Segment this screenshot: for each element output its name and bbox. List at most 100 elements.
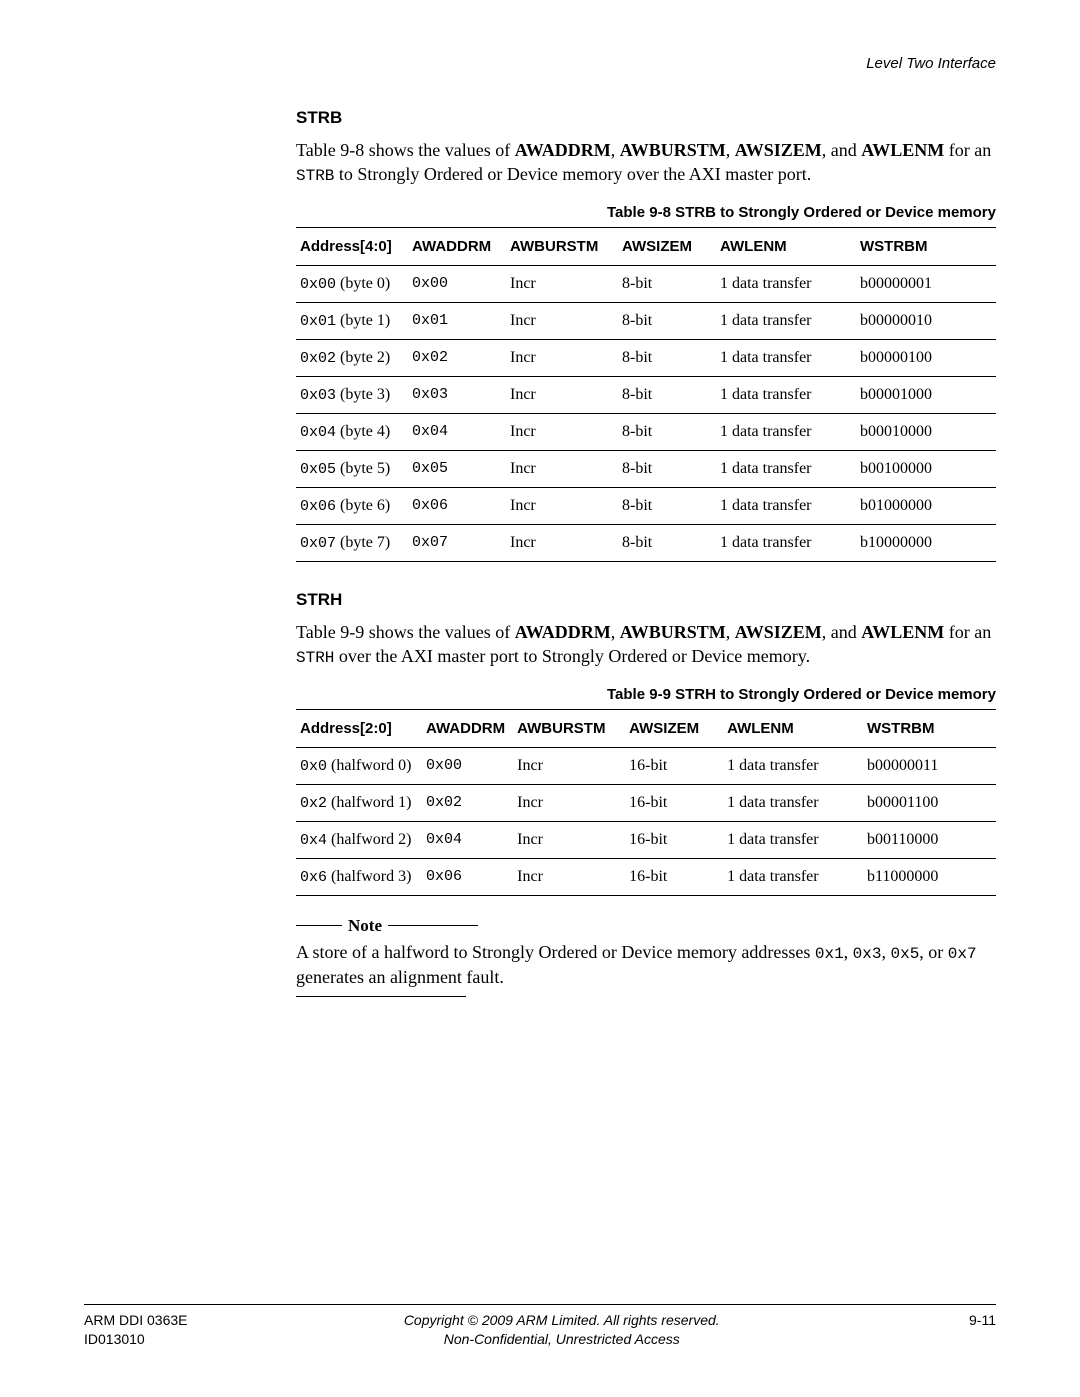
table-row: 0x6 (halfword 3)0x06Incr16-bit1 data tra… [296, 858, 996, 895]
strb-bold-0: AWADDRM [515, 140, 611, 160]
strh-para-mid: for an [944, 622, 991, 642]
footer-right: 9-11 [936, 1311, 996, 1330]
table-row: 0x07 (byte 7)0x07Incr8-bit1 data transfe… [296, 524, 996, 561]
strb-table-caption: Table 9-8 STRB to Strongly Ordered or De… [296, 204, 996, 221]
strh-row3-address: 0x6 (halfword 3) [296, 858, 422, 895]
table-row: 0x05 (byte 5)0x05Incr8-bit1 data transfe… [296, 450, 996, 487]
strh-row0-awburstm: Incr [513, 747, 625, 784]
strb-row7-wstrbm: b10000000 [856, 524, 996, 561]
strb-row6-awaddrm: 0x06 [408, 487, 506, 524]
strb-row4-awlenm: 1 data transfer [716, 413, 856, 450]
strh-col-0: Address[2:0] [296, 709, 422, 747]
table-row: 0x04 (byte 4)0x04Incr8-bit1 data transfe… [296, 413, 996, 450]
strb-row2-awsizem: 8-bit [618, 339, 716, 376]
strb-row7-awburstm: Incr [506, 524, 618, 561]
strh-row0-wstrbm: b00000011 [863, 747, 996, 784]
strh-row1-awsizem: 16-bit [625, 784, 723, 821]
table-row: 0x02 (byte 2)0x02Incr8-bit1 data transfe… [296, 339, 996, 376]
strh-row3-awlenm: 1 data transfer [723, 858, 863, 895]
strh-row3-awsizem: 16-bit [625, 858, 723, 895]
note-addr-2: 0x5 [890, 945, 919, 963]
strb-row5-wstrbm: b00100000 [856, 450, 996, 487]
page: Level Two Interface STRB Table 9-8 shows… [0, 0, 1080, 1397]
strh-row3-awburstm: Incr [513, 858, 625, 895]
strb-col-3: AWSIZEM [618, 227, 716, 265]
strh-row2-wstrbm: b00110000 [863, 821, 996, 858]
table-row: 0x0 (halfword 0)0x00Incr16-bit1 data tra… [296, 747, 996, 784]
strb-row1-awaddrm: 0x01 [408, 302, 506, 339]
table-row: 0x2 (halfword 1)0x02Incr16-bit1 data tra… [296, 784, 996, 821]
strh-col-2: AWBURSTM [513, 709, 625, 747]
strb-row6-address: 0x06 (byte 6) [296, 487, 408, 524]
strh-bold-1: AWBURSTM [620, 622, 726, 642]
strb-join-0: , [611, 140, 620, 160]
strb-bold-3: AWLENM [861, 140, 944, 160]
header-section-title: Level Two Interface [84, 55, 996, 72]
note-header: Note [296, 916, 996, 936]
strb-row0-awburstm: Incr [506, 265, 618, 302]
strb-row3-wstrbm: b00001000 [856, 376, 996, 413]
note-rule-bottom [296, 996, 466, 997]
table-row: 0x4 (halfword 2)0x04Incr16-bit1 data tra… [296, 821, 996, 858]
strh-para-code: STRH [296, 649, 334, 667]
strb-row1-awsizem: 8-bit [618, 302, 716, 339]
footer-center-line2: Non-Confidential, Unrestricted Access [187, 1330, 936, 1349]
table-row: 0x03 (byte 3)0x03Incr8-bit1 data transfe… [296, 376, 996, 413]
strb-row2-awburstm: Incr [506, 339, 618, 376]
strb-paragraph: Table 9-8 shows the values of AWADDRM, A… [296, 138, 996, 188]
strh-row1-awlenm: 1 data transfer [723, 784, 863, 821]
note-addr-0: 0x1 [815, 945, 844, 963]
strh-para-suffix: over the AXI master port to Strongly Ord… [334, 646, 810, 666]
footer-left: ARM DDI 0363E ID013010 [84, 1311, 187, 1349]
strh-row2-address: 0x4 (halfword 2) [296, 821, 422, 858]
strb-row3-awburstm: Incr [506, 376, 618, 413]
strb-row1-address: 0x01 (byte 1) [296, 302, 408, 339]
strb-row0-awaddrm: 0x00 [408, 265, 506, 302]
strb-row5-awsizem: 8-bit [618, 450, 716, 487]
strh-table: Address[2:0]AWADDRMAWBURSTMAWSIZEMAWLENM… [296, 709, 996, 896]
strb-row5-address: 0x05 (byte 5) [296, 450, 408, 487]
strb-row6-awsizem: 8-bit [618, 487, 716, 524]
strh-col-4: AWLENM [723, 709, 863, 747]
footer-left-line2: ID013010 [84, 1330, 187, 1349]
note-label: Note [342, 916, 388, 936]
strb-bold-1: AWBURSTM [620, 140, 726, 160]
note-join-0: , [844, 942, 853, 962]
strb-col-0: Address[4:0] [296, 227, 408, 265]
strb-row6-awlenm: 1 data transfer [716, 487, 856, 524]
strh-join-0: , [611, 622, 620, 642]
strb-row1-awburstm: Incr [506, 302, 618, 339]
strb-heading: STRB [296, 108, 996, 128]
strh-bold-0: AWADDRM [515, 622, 611, 642]
strb-col-4: AWLENM [716, 227, 856, 265]
strb-join-1: , [726, 140, 735, 160]
strh-para-prefix: Table 9-9 shows the values of [296, 622, 515, 642]
strb-para-mid: for an [944, 140, 991, 160]
strb-row6-wstrbm: b01000000 [856, 487, 996, 524]
strb-row7-awlenm: 1 data transfer [716, 524, 856, 561]
strh-col-1: AWADDRM [422, 709, 513, 747]
strh-paragraph: Table 9-9 shows the values of AWADDRM, A… [296, 620, 996, 670]
strb-para-suffix: to Strongly Ordered or Device memory ove… [334, 164, 811, 184]
strh-row1-address: 0x2 (halfword 1) [296, 784, 422, 821]
strh-heading: STRH [296, 590, 996, 610]
note-join-2: , or [919, 942, 948, 962]
note-text-pre: A store of a halfword to Strongly Ordere… [296, 942, 815, 962]
table-row: 0x06 (byte 6)0x06Incr8-bit1 data transfe… [296, 487, 996, 524]
strh-row0-address: 0x0 (halfword 0) [296, 747, 422, 784]
strb-row5-awburstm: Incr [506, 450, 618, 487]
strb-row2-awlenm: 1 data transfer [716, 339, 856, 376]
note-addr-1: 0x3 [853, 945, 882, 963]
strb-row7-address: 0x07 (byte 7) [296, 524, 408, 561]
strb-row0-awsizem: 8-bit [618, 265, 716, 302]
strh-join-1: , [726, 622, 735, 642]
strh-bold-2: AWSIZEM [735, 622, 822, 642]
strb-row4-awburstm: Incr [506, 413, 618, 450]
strh-row2-awlenm: 1 data transfer [723, 821, 863, 858]
strh-row1-awaddrm: 0x02 [422, 784, 513, 821]
strb-row4-wstrbm: b00010000 [856, 413, 996, 450]
strb-row3-awsizem: 8-bit [618, 376, 716, 413]
strb-row4-awaddrm: 0x04 [408, 413, 506, 450]
strh-row1-wstrbm: b00001100 [863, 784, 996, 821]
page-footer: ARM DDI 0363E ID013010 Copyright © 2009 … [84, 1304, 996, 1349]
